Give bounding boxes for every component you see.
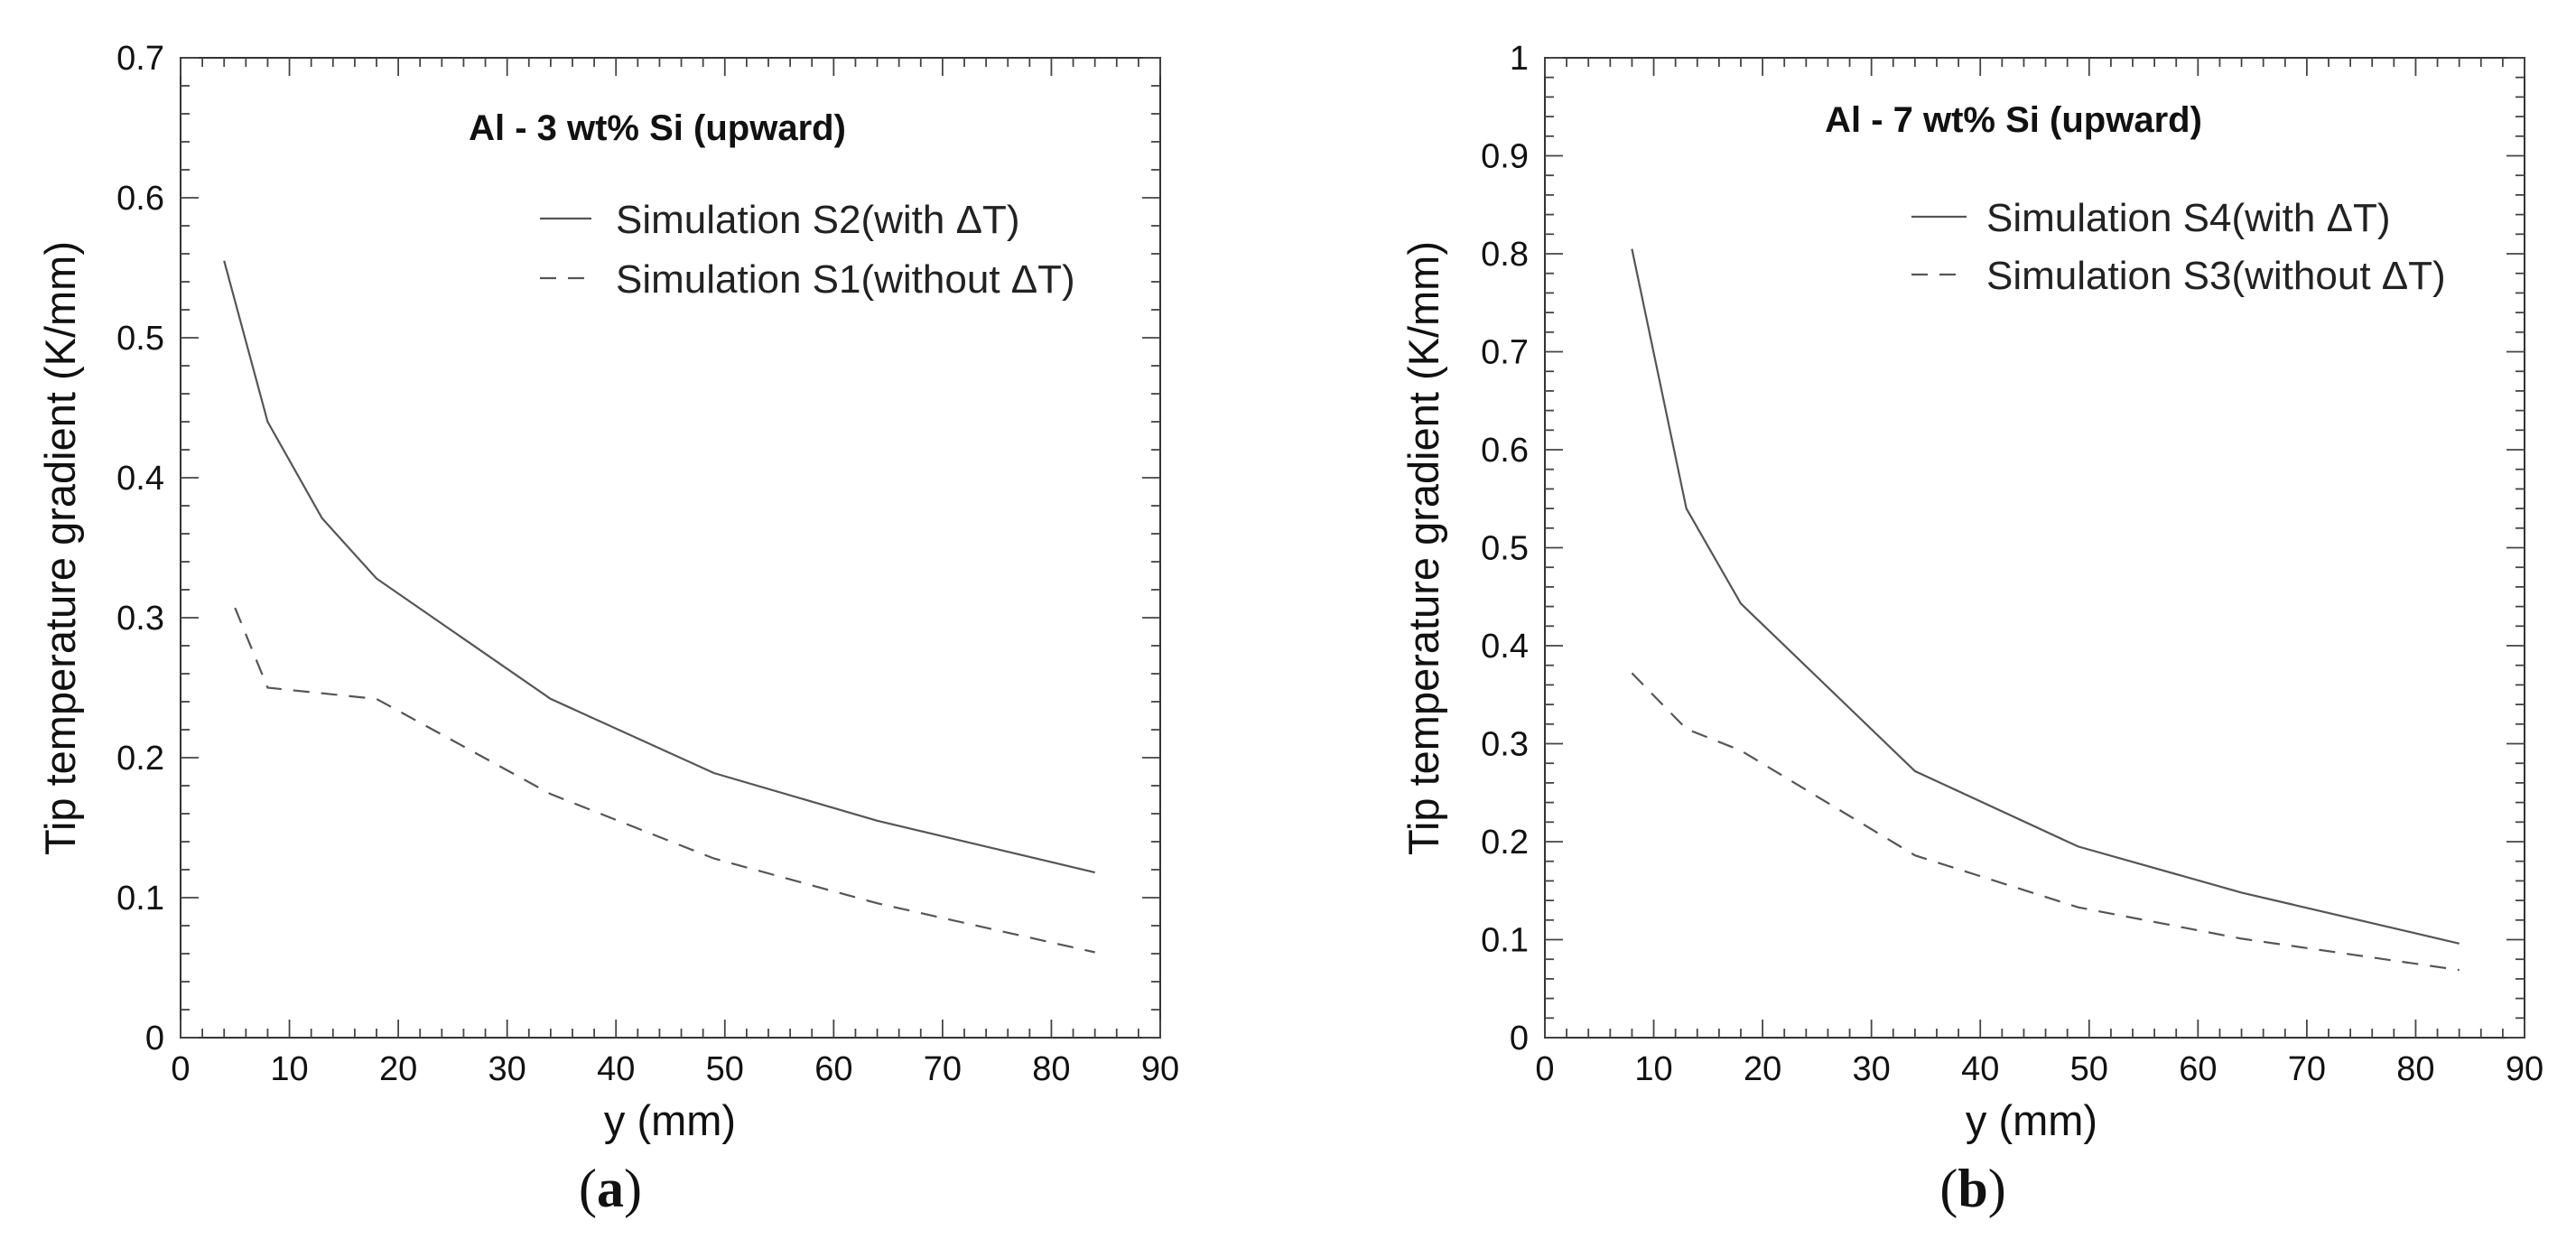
x-tick-label: 10	[270, 1050, 308, 1088]
y-tick-label: 0	[145, 1020, 164, 1058]
x-tick-label: 30	[488, 1050, 526, 1088]
y-tick-label: 0.2	[1481, 824, 1529, 862]
y-tick-label: 0.9	[1481, 138, 1529, 176]
x-axis-title: y (mm)	[604, 1096, 736, 1144]
x-tick-label: 0	[171, 1050, 190, 1088]
x-tick-label: 10	[1634, 1050, 1672, 1088]
legend: Simulation S2(with ΔT) Simulation S1(wit…	[540, 198, 1075, 302]
y-tick-label: 0.5	[116, 320, 164, 358]
x-tick-label: 60	[814, 1050, 852, 1088]
y-tick-label: 0.8	[1481, 236, 1529, 274]
chart-title: Al - 7 wt% Si (upward)	[1825, 100, 2202, 140]
panel-label: (a)	[579, 1159, 642, 1218]
y-tick-label: 0.4	[1481, 628, 1529, 666]
x-tick-label: 40	[597, 1050, 635, 1088]
y-axis-title: Tip temperature gradient (K/mm)	[36, 241, 84, 855]
chart-panel-b: 0 10 20 30 40 50 60 70 80 90 00.10.20.30.40.50.60…	[1400, 40, 2543, 1218]
y-tick-label: 0.3	[116, 600, 164, 638]
y-axis-title: Tip temperature gradient (K/mm)	[1400, 241, 1447, 855]
y-tick-label: 0.7	[116, 40, 164, 78]
series-line-solid	[223, 260, 1095, 874]
x-tick-label: 70	[2288, 1050, 2326, 1088]
series-line-dashed	[1631, 672, 2460, 972]
y-tick-labels: 0 0.1 0.2 0.3 0.4 0.5 0.6 0.7 0.8 0.9 1	[1481, 40, 1529, 1058]
chart-title: Al - 3 wt% Si (upward)	[469, 108, 846, 148]
y-tick-label: 0.6	[116, 180, 164, 218]
x-axis-title: y (mm)	[1966, 1096, 2097, 1144]
x-tick-label: 90	[1141, 1050, 1179, 1088]
data-series	[1631, 248, 2460, 972]
panel-label: (b)	[1939, 1159, 2005, 1218]
series-line-dashed	[234, 607, 1095, 954]
x-tick-label: 80	[1032, 1050, 1070, 1088]
y-tick-label: 0.1	[1481, 922, 1529, 960]
x-tick-labels: 0 10 20 30 40 50 60 70 80 90	[1535, 1050, 2543, 1088]
x-tick-label: 50	[2070, 1050, 2108, 1088]
y-tick-labels: 0 0.1 0.2 0.3 0.4 0.5 0.6 0.7	[116, 40, 164, 1058]
x-tick-label: 20	[379, 1050, 417, 1088]
legend: Simulation S4(with ΔT) Simulation S3(wit…	[1911, 196, 2446, 298]
x-tick-label: 20	[1744, 1050, 1781, 1088]
axis-ticks	[180, 57, 1161, 1039]
x-tick-label: 60	[2179, 1050, 2217, 1088]
legend-entry-s4: Simulation S4(with ΔT)	[1986, 196, 2391, 240]
y-tick-label: 0.7	[1481, 334, 1529, 372]
x-tick-label: 50	[706, 1050, 744, 1088]
x-tick-label: 30	[1853, 1050, 1891, 1088]
data-series	[223, 260, 1095, 954]
y-tick-label: 0.6	[1481, 432, 1529, 470]
plot-frame	[180, 57, 1161, 1039]
x-tick-label: 40	[1961, 1050, 1999, 1088]
y-tick-label: 0.4	[116, 460, 164, 498]
x-tick-label: 0	[1535, 1050, 1554, 1088]
y-tick-label: 0.1	[116, 880, 164, 918]
y-tick-label: 0	[1510, 1020, 1529, 1058]
y-tick-label: 0.2	[116, 740, 164, 778]
series-line-solid	[1631, 248, 2460, 945]
y-tick-label: 1	[1510, 40, 1529, 78]
chart-panel-a: 0 10 20 30 40 50 60 70 80 90 00.10.20.30.40.50.60…	[36, 40, 1179, 1218]
x-tick-label: 80	[2396, 1050, 2434, 1088]
x-tick-labels: 0 10 20 30 40 50 60 70 80 90	[171, 1050, 1179, 1088]
y-tick-label: 0.5	[1481, 530, 1529, 568]
axis-ticks	[1544, 57, 2525, 1039]
x-tick-label: 70	[924, 1050, 962, 1088]
legend-entry-s1: Simulation S1(without ΔT)	[616, 257, 1075, 302]
legend-entry-s3: Simulation S3(without ΔT)	[1986, 254, 2446, 298]
x-tick-label: 90	[2506, 1050, 2543, 1088]
y-tick-label: 0.3	[1481, 726, 1529, 764]
legend-entry-s2: Simulation S2(with ΔT)	[616, 198, 1020, 242]
